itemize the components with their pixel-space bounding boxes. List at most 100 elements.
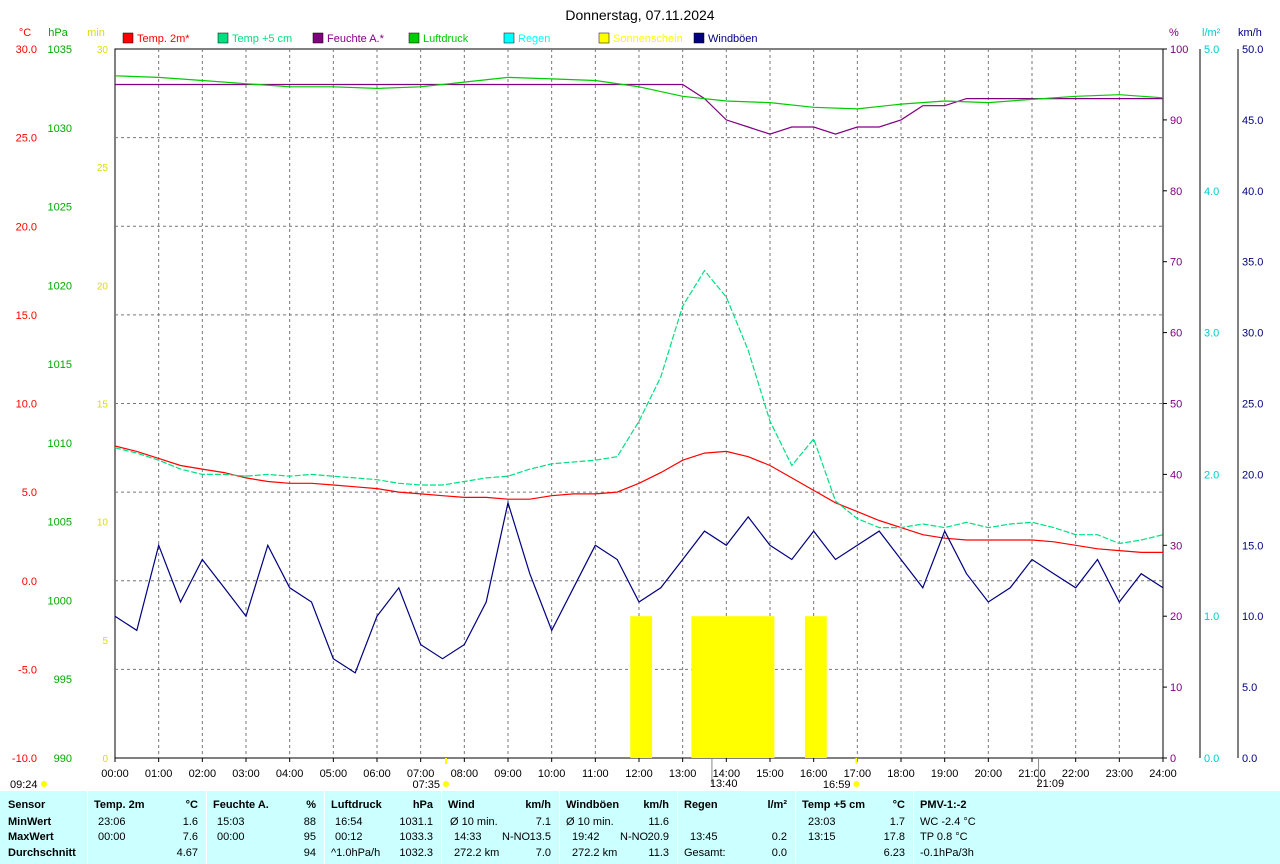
x-tick-label: 14:00: [713, 768, 741, 780]
stats-col-pmv: PMV-1:-2 WC -2.4 °C TP 0.8 °C -0.1hPa/3h: [914, 791, 1280, 864]
stats-table: Sensor MinWert MaxWert Durchschnitt Temp…: [0, 791, 1280, 864]
stats-wind-max-dir: N-NO: [502, 831, 531, 843]
y-unit-temp: °C: [19, 27, 31, 39]
stats-row-avg: Durchschnitt: [8, 847, 76, 859]
stats-pressure-trend: ^1.0hPa/h: [331, 847, 381, 859]
legend-swatch: [503, 32, 515, 44]
y-tick-sun: 15: [97, 400, 109, 411]
stats-humidity-unit: %: [306, 799, 316, 811]
series-line-humidity: [115, 83, 1163, 135]
stats-pressure-min: 1031.1: [399, 816, 433, 828]
y-tick-humidity: 0: [1170, 753, 1176, 765]
y-tick-humidity: 60: [1170, 328, 1182, 340]
stats-gusts-unit: km/h: [643, 799, 669, 811]
legend-label: Sonnenschein: [613, 33, 683, 45]
stats-gusts-header: Windböen: [566, 799, 620, 811]
legend-label: Feuchte A.*: [327, 33, 385, 45]
x-tick-label: 07:00: [407, 768, 435, 780]
y-tick-pressure: 1035: [48, 44, 72, 56]
y-tick-sun: 10: [97, 518, 109, 529]
stats-pressure-max: 1033.3: [399, 831, 433, 843]
sunset-icon: [853, 781, 860, 787]
y-tick-humidity: 10: [1170, 682, 1182, 694]
y-tick-humidity: 90: [1170, 115, 1182, 127]
sunshine-bars: [630, 616, 827, 758]
stats-wind-unit: km/h: [525, 799, 551, 811]
stats-wind-min: 7.1: [535, 816, 551, 828]
stats-temp2m-max-time: 00:00: [98, 831, 126, 843]
y-tick-wind: 15.0: [1242, 540, 1263, 552]
y-unit-humidity: %: [1169, 27, 1179, 39]
sunshine-bar: [691, 616, 775, 758]
y-tick-temp: 5.0: [22, 487, 37, 499]
stats-humidity-avg: 94: [303, 847, 316, 859]
stats-row-min: MinWert: [8, 816, 52, 828]
y-tick-rain: 5.0: [1204, 44, 1219, 56]
stats-temp5cm-min-time: 23:03: [808, 816, 836, 828]
stats-temp5cm-max: 17.8: [883, 831, 905, 843]
stats-gusts-max: 20.9: [647, 831, 669, 843]
y-tick-temp: -5.0: [18, 664, 37, 676]
stats-temp2m-unit: °C: [185, 799, 198, 811]
stats-temp5cm-avg: 6.23: [883, 847, 905, 859]
legend-label: Temp. 2m*: [137, 33, 190, 45]
y-tick-pressure: 1010: [48, 438, 72, 450]
time-left-label: 09:24: [10, 779, 38, 791]
stats-col-sensor: Sensor MinWert MaxWert Durchschnitt: [0, 791, 88, 864]
sun-icon: [41, 781, 47, 787]
x-tick-label: 22:00: [1062, 768, 1090, 780]
sunrise-icon: [442, 781, 449, 787]
stats-temp5cm-header: Temp +5 cm: [802, 799, 866, 811]
x-tick-label: 09:00: [494, 768, 522, 780]
y-unit-rain: l/m²: [1202, 27, 1221, 39]
legend-swatch: [122, 32, 134, 44]
x-tick-label: 20:00: [975, 768, 1003, 780]
legend-label: Windböen: [708, 33, 758, 45]
series-line-temp5cm: [114, 269, 1164, 545]
y-tick-rain: 4.0: [1204, 186, 1219, 198]
y-tick-wind: 45.0: [1242, 115, 1263, 127]
y-tick-wind: 50.0: [1242, 44, 1263, 56]
y-tick-temp: 15.0: [16, 310, 37, 322]
y-tick-pressure: 1025: [48, 202, 72, 214]
y-tick-sun: 30: [97, 45, 109, 56]
stats-gusts-min-label: Ø 10 min.: [566, 816, 614, 828]
x-tick-label: 17:00: [844, 768, 872, 780]
y-tick-temp: 30.0: [16, 44, 37, 56]
series-line-gusts: [114, 500, 1164, 674]
y-tick-temp: 20.0: [16, 221, 37, 233]
stats-col-temp5cm: Temp +5 cm °C 23:03 1.7 13:15 17.8 6.23: [796, 791, 914, 864]
stats-rain-unit: l/m²: [767, 799, 787, 811]
y-unit-wind: km/h: [1238, 27, 1262, 39]
y-tick-sun: 20: [97, 281, 109, 292]
x-tick-label: 24:00: [1149, 768, 1177, 780]
y-tick-wind: 30.0: [1242, 328, 1263, 340]
stats-col-gusts: Windböen km/h Ø 10 min. 11.6 19:42 N-NO 20.9…: [560, 791, 678, 864]
y-tick-temp: 0.0: [22, 576, 37, 588]
legend-swatch: [217, 32, 229, 44]
stats-rain-max: 0.2: [771, 831, 787, 843]
stats-wind-dist: 272.2 km: [454, 847, 500, 859]
x-tick-label: 02:00: [189, 768, 217, 780]
stats-col-pressure: Luftdruck hPa 16:54 1031.1 00:12 1033.3 ^1.…: [325, 791, 442, 864]
stats-temp2m-max: 7.6: [182, 831, 198, 843]
x-tick-label: 00:00: [101, 768, 129, 780]
y-tick-humidity: 100: [1170, 44, 1188, 56]
y-tick-humidity: 50: [1170, 399, 1182, 411]
y-unit-sun: min: [87, 27, 105, 39]
legend-swatch: [408, 32, 420, 44]
x-tick-label: 04:00: [276, 768, 304, 780]
y-tick-pressure: 995: [54, 674, 72, 686]
chart-axes: 00:00 01:00 02:00 03:00 04:00 05:00 06:00 07:00…: [12, 27, 1264, 780]
stats-wind-header: Wind: [448, 799, 475, 811]
y-tick-pressure: 990: [54, 753, 72, 765]
stats-rain-total: 0.0: [771, 847, 787, 859]
legend-label: Temp +5 cm: [232, 33, 292, 45]
stats-humidity-max-time: 00:00: [217, 831, 245, 843]
x-tick-label: 13:00: [669, 768, 697, 780]
y-tick-temp: -10.0: [12, 753, 37, 765]
x-tick-label: 19:00: [931, 768, 959, 780]
stats-humidity-header: Feuchte A.: [213, 799, 269, 811]
y-tick-humidity: 70: [1170, 257, 1182, 269]
y-tick-wind: 10.0: [1242, 611, 1263, 623]
